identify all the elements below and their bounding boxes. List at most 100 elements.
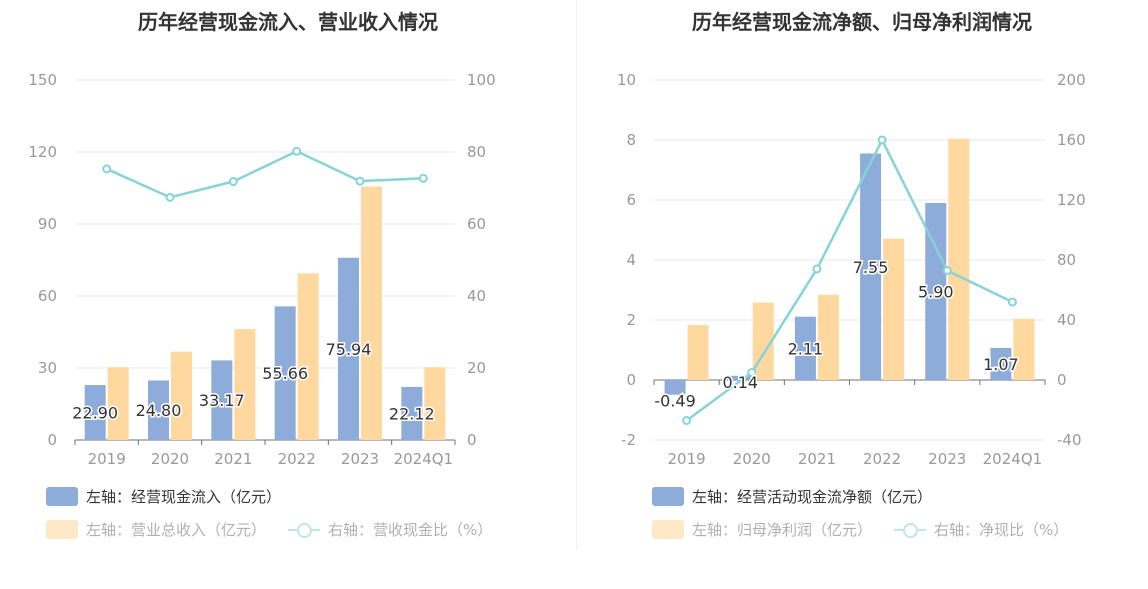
bar-primary	[990, 347, 1012, 380]
bar-secondary	[1013, 318, 1035, 380]
chart-title: 历年经营现金流净额、归母净利润情况	[692, 10, 1032, 34]
legend-label: 右轴：营收现金比（%）	[328, 520, 493, 539]
bar-primary	[729, 375, 751, 380]
y-tick-right: 0	[1057, 371, 1067, 389]
chart-plot: -2 -40 0 0 2 40 4 80 6 120 8 160 10 200 2019 2020 2021 20…	[617, 71, 1086, 468]
bar-secondary	[171, 351, 192, 440]
bar-data-label: -0.49	[654, 392, 695, 411]
legend-swatch	[652, 486, 684, 506]
ratio-line	[106, 149, 424, 199]
bar-data-label: 2.11	[788, 339, 824, 358]
legend-swatch	[46, 486, 78, 506]
bar-data-label: 22.90	[72, 404, 118, 423]
bar-data-label: 1.07	[983, 355, 1019, 374]
bar-primary	[794, 316, 816, 380]
line-point	[102, 164, 112, 174]
bar-secondary	[424, 367, 446, 440]
legend-row: 左轴：归母净利润（亿元） 右轴：净现比（%）	[652, 519, 1090, 539]
legend-item-net-cash-ratio[interactable]: 右轴：净现比（%）	[894, 519, 1068, 540]
chart-title: 历年经营现金流入、营业收入情况	[138, 10, 438, 34]
y-tick-left: 60	[38, 287, 57, 305]
y-tick-right: 20	[467, 359, 486, 377]
bar-data-label: 0.14	[722, 373, 758, 392]
legend-row: 左轴：经营活动现金流净额（亿元）	[652, 486, 954, 506]
y-tick-left: 4	[626, 251, 636, 269]
line-point	[228, 177, 238, 187]
legend-label: 左轴：营业总收入（亿元）	[86, 520, 267, 539]
x-tick-label: 2021	[214, 450, 252, 468]
x-tick-label: 2024Q1	[394, 450, 454, 468]
y-tick-left: -2	[621, 431, 636, 449]
y-tick-right: 120	[1057, 191, 1086, 209]
y-tick-right: 160	[1057, 131, 1086, 149]
x-tick-label: 2023	[928, 450, 966, 468]
bar-secondary	[687, 325, 709, 380]
legend-item-net-profit[interactable]: 左轴：归母净利润（亿元）	[652, 519, 872, 540]
bar-data-label: 24.80	[136, 401, 182, 420]
y-tick-right: -40	[1057, 431, 1082, 449]
x-tick-label: 2022	[278, 450, 316, 468]
y-tick-right: 0	[467, 431, 477, 449]
bar-data-label: 7.55	[853, 258, 889, 277]
x-tick-label: 2023	[341, 450, 379, 468]
bar-primary	[401, 386, 423, 440]
bar-secondary	[361, 186, 382, 440]
bar-secondary	[948, 138, 970, 380]
bar-secondary	[883, 238, 905, 380]
x-tick-label: 2019	[667, 450, 705, 468]
line-point	[418, 173, 428, 183]
legend-row: 左轴：经营现金流入（亿元）	[46, 486, 303, 506]
line-point	[292, 146, 302, 156]
chart-panel-cash-inflow: 历年经营现金流入、营业收入情况 0 0 30 20 60 40 90 60 120 80 150 10…	[0, 0, 576, 550]
bar-primary	[84, 385, 106, 440]
ratio-line	[685, 137, 1013, 422]
line-point	[165, 192, 175, 202]
bar-data-label: 22.12	[389, 404, 435, 423]
legend-item-cash-inflow[interactable]: 左轴：经营现金流入（亿元）	[46, 486, 281, 507]
y-tick-right: 80	[1057, 251, 1076, 269]
legend-item-net-cash[interactable]: 左轴：经营活动现金流净额（亿元）	[652, 486, 932, 507]
line-point	[747, 368, 757, 377]
bar-secondary	[297, 273, 319, 440]
bar-secondary	[234, 329, 256, 440]
bar-primary	[925, 203, 947, 380]
y-tick-right: 80	[467, 143, 486, 161]
bar-secondary	[107, 367, 129, 440]
bar-primary	[274, 306, 296, 440]
line-point	[355, 176, 365, 186]
panel-divider	[576, 0, 577, 550]
y-tick-left: 120	[28, 143, 57, 161]
bar-data-label: 5.90	[918, 283, 954, 302]
y-tick-right: 100	[467, 71, 496, 89]
x-tick-label: 2021	[798, 450, 836, 468]
x-tick-label: 2020	[151, 450, 189, 468]
bar-primary	[860, 153, 882, 380]
bar-primary	[211, 360, 233, 440]
bar-data-label: 55.66	[262, 364, 308, 383]
y-tick-right: 40	[467, 287, 486, 305]
y-tick-left: 150	[28, 71, 57, 89]
legend-item-ratio[interactable]: 右轴：营收现金比（%）	[288, 519, 492, 540]
y-tick-left: 6	[626, 191, 636, 209]
legend: 左轴：经营活动现金流净额（亿元） 左轴：归母净利润（亿元） 右轴：净现比（%）	[652, 486, 1142, 546]
legend-item-revenue[interactable]: 左轴：营业总收入（亿元）	[46, 519, 266, 540]
bar-primary	[338, 257, 359, 440]
line-point	[877, 135, 887, 145]
y-tick-left: 0	[626, 371, 636, 389]
legend-swatch	[46, 519, 78, 539]
y-tick-right: 60	[467, 215, 486, 233]
y-tick-right: 40	[1057, 311, 1076, 329]
x-tick-label: 2020	[733, 450, 771, 468]
line-point	[812, 264, 822, 274]
y-tick-left: 8	[626, 131, 636, 149]
bar-data-label: 75.94	[326, 340, 372, 359]
x-tick-label: 2019	[88, 450, 126, 468]
legend: 左轴：经营现金流入（亿元） 左轴：营业总收入（亿元） 右轴：营收现金比（%）	[46, 486, 566, 546]
legend-label: 右轴：净现比（%）	[934, 520, 1069, 539]
chart-panel-net-cash: 历年经营现金流净额、归母净利润情况 -2 -40 0 0 2 40 4 80 6 120 8 160 1…	[576, 0, 1148, 550]
x-tick-label: 2022	[863, 450, 901, 468]
legend-line-icon	[288, 520, 321, 539]
y-tick-left: 30	[38, 359, 57, 377]
line-point	[942, 266, 952, 275]
legend-label: 左轴：经营活动现金流净额（亿元）	[692, 487, 933, 506]
